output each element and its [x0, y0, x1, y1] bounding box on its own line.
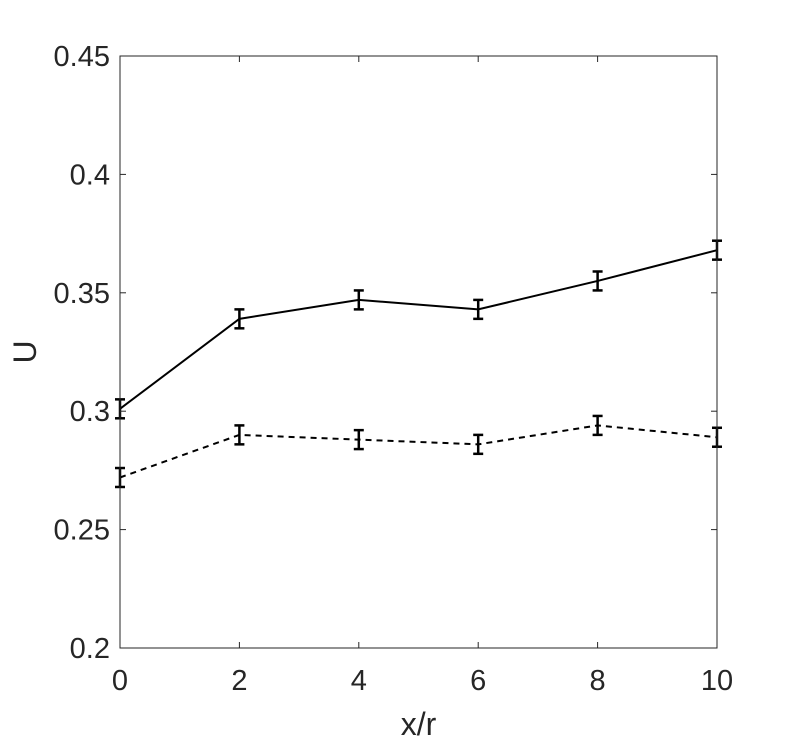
y-tick-label: 0.3: [70, 396, 110, 428]
x-tick-label: 0: [112, 665, 128, 697]
y-tick-label: 0.25: [54, 515, 110, 547]
x-tick-label: 8: [590, 665, 606, 697]
x-axis-label: x/r: [401, 706, 437, 742]
series-2: [115, 414, 722, 489]
axes-box: [119, 55, 718, 649]
y-tick-label: 0.35: [54, 278, 110, 310]
error-bar: [592, 270, 603, 292]
y-tick-label: 0.4: [70, 159, 110, 191]
error-bar: [234, 308, 245, 330]
y-axis-label: U: [7, 340, 43, 363]
x-tick-label: 10: [701, 665, 733, 697]
error-bar: [234, 424, 245, 446]
series-line: [119, 249, 718, 410]
series-1: [115, 239, 722, 420]
x-tick-label: 2: [231, 665, 247, 697]
error-bar: [473, 433, 484, 456]
error-bar: [353, 289, 364, 311]
series-line: [119, 424, 718, 479]
series-layer: [115, 239, 722, 489]
y-tick-label: 0.2: [70, 633, 110, 665]
x-tick-label: 6: [470, 665, 486, 697]
error-bar: [353, 428, 364, 451]
error-bar: [592, 414, 603, 437]
x-tick-label: 4: [351, 665, 367, 697]
y-tick-label: 0.45: [54, 41, 110, 73]
error-bar: [473, 298, 484, 321]
tick-layer: 0 2 4 6 8 10 0.2 0.25 0.3 0.35 0.4 0.45: [54, 41, 734, 697]
